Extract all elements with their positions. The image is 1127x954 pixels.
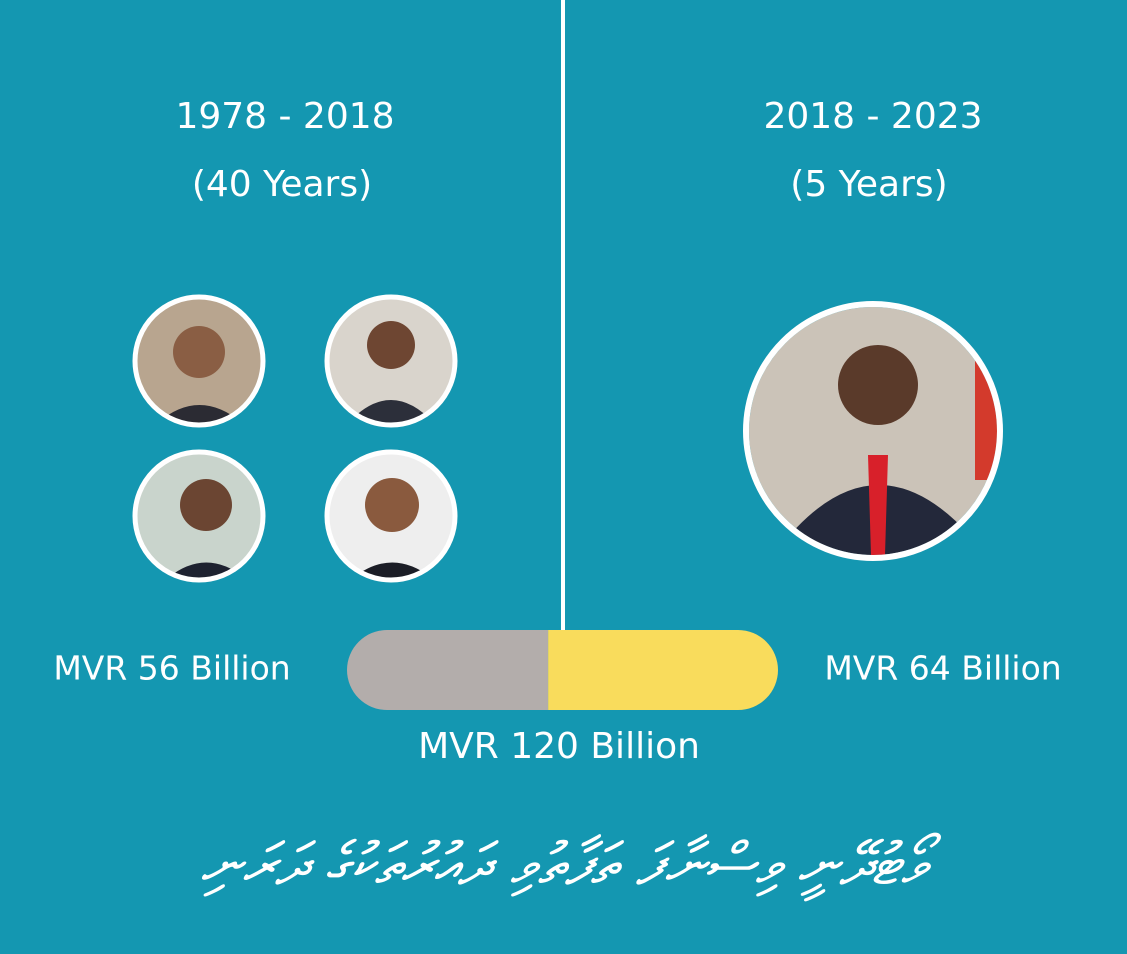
period-length: (40 Years) bbox=[192, 164, 372, 205]
portrait-frame bbox=[132, 449, 266, 583]
footer-text: ވޯޓުދޭނީ ވިސްނާފަ ތަފާތުވި ދައުރުތަކުގެ … bbox=[200, 830, 941, 902]
bar-segment bbox=[347, 630, 549, 710]
portrait bbox=[137, 454, 261, 578]
portrait-frame bbox=[324, 449, 458, 583]
portrait-frame bbox=[743, 301, 1003, 561]
period-title: 1978 - 2018 bbox=[175, 96, 394, 137]
value-label: MVR 56 Billion bbox=[53, 649, 290, 688]
bar-segment bbox=[548, 630, 778, 710]
value-label: MVR 64 Billion bbox=[824, 649, 1061, 688]
portrait bbox=[137, 299, 261, 423]
portrait-frame bbox=[132, 294, 266, 428]
portraits bbox=[132, 294, 1003, 583]
period-length: (5 Years) bbox=[790, 164, 947, 205]
portrait bbox=[329, 454, 453, 578]
stacked-bar bbox=[347, 630, 778, 710]
total-label: MVR 120 Billion bbox=[418, 726, 700, 767]
portrait-frame bbox=[324, 294, 458, 428]
period-title: 2018 - 2023 bbox=[763, 96, 982, 137]
